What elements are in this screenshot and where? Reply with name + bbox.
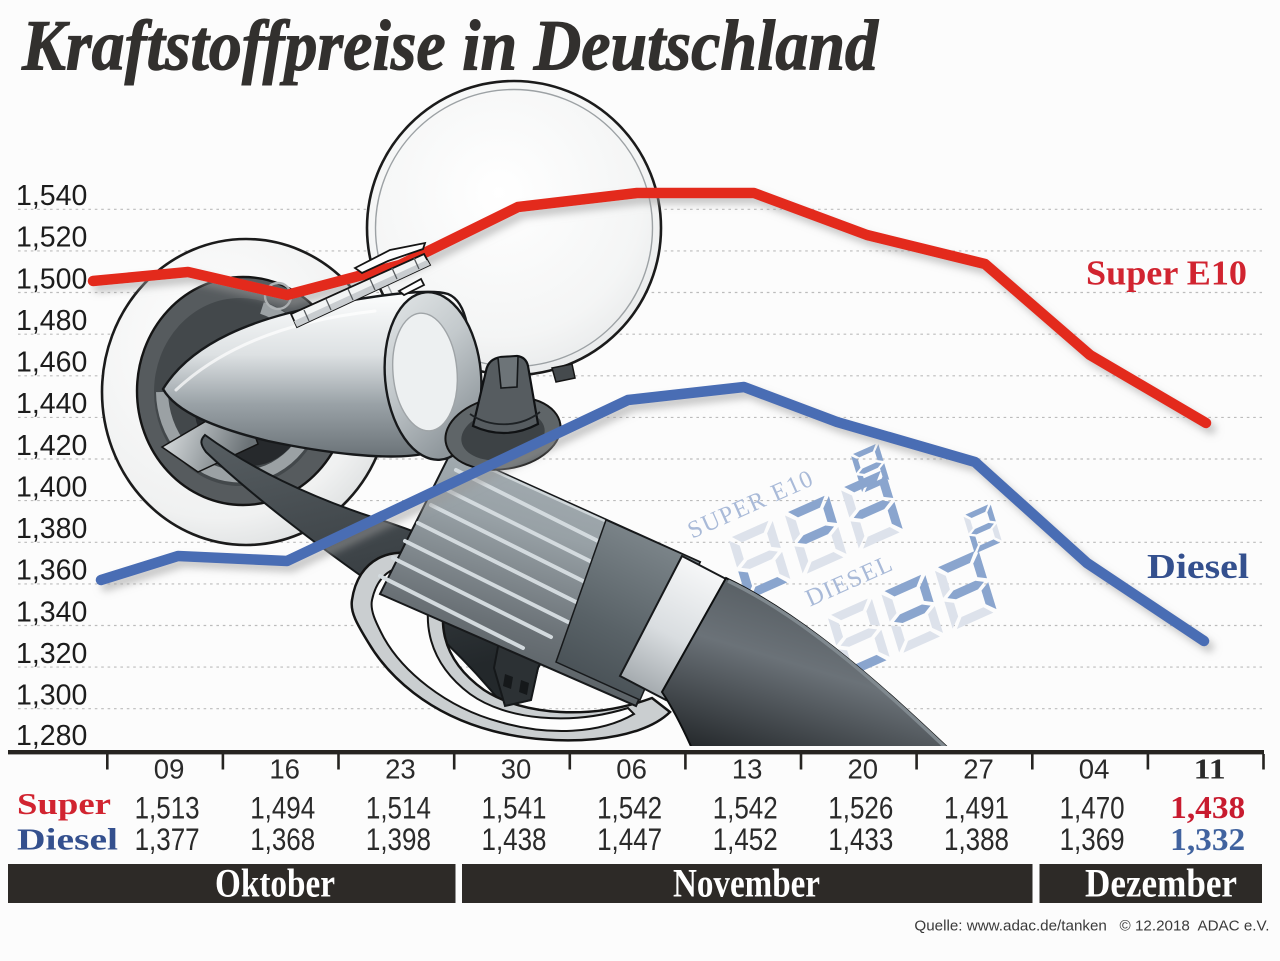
- svg-text:1,420: 1,420: [16, 430, 87, 462]
- svg-text:Dezember: Dezember: [1085, 861, 1237, 906]
- svg-text:November: November: [673, 861, 820, 906]
- svg-text:1,480: 1,480: [16, 305, 87, 337]
- svg-text:1,438: 1,438: [1170, 790, 1245, 825]
- svg-text:1,377: 1,377: [135, 821, 200, 857]
- svg-text:1,400: 1,400: [16, 471, 87, 503]
- svg-text:1,368: 1,368: [250, 821, 315, 857]
- svg-text:06: 06: [616, 754, 647, 785]
- svg-text:Kraftstoffpreise in Deutschlan: Kraftstoffpreise in Deutschland: [21, 6, 879, 86]
- svg-text:23: 23: [385, 754, 416, 785]
- svg-text:Super: Super: [17, 786, 111, 821]
- svg-text:1,494: 1,494: [250, 790, 315, 826]
- svg-text:1,513: 1,513: [135, 790, 200, 826]
- svg-text:30: 30: [501, 754, 532, 785]
- svg-text:1,398: 1,398: [366, 821, 431, 857]
- svg-text:1,369: 1,369: [1060, 821, 1125, 857]
- svg-text:1,280: 1,280: [16, 720, 87, 752]
- svg-text:1,514: 1,514: [366, 790, 431, 826]
- svg-text:1,470: 1,470: [1060, 790, 1125, 826]
- svg-text:Super E10: Super E10: [1086, 254, 1247, 293]
- svg-text:1,300: 1,300: [16, 680, 87, 712]
- svg-text:Quelle: www.adac.de/tanken ©: Quelle: www.adac.de/tanken © 12.2018 ADA…: [914, 918, 1269, 935]
- svg-text:1,491: 1,491: [944, 790, 1009, 826]
- svg-text:1,542: 1,542: [597, 790, 662, 826]
- svg-text:1,440: 1,440: [16, 388, 87, 420]
- svg-text:1,332: 1,332: [1170, 822, 1245, 857]
- svg-text:1,438: 1,438: [482, 821, 547, 857]
- svg-text:11: 11: [1194, 754, 1226, 786]
- svg-text:Oktober: Oktober: [215, 861, 335, 906]
- svg-text:1,320: 1,320: [16, 638, 87, 670]
- svg-text:1,452: 1,452: [713, 821, 778, 857]
- svg-text:04: 04: [1079, 754, 1110, 785]
- svg-text:09: 09: [154, 754, 185, 785]
- svg-text:1,447: 1,447: [597, 821, 662, 857]
- svg-text:1,500: 1,500: [16, 263, 87, 295]
- svg-text:1,380: 1,380: [16, 513, 87, 545]
- svg-text:1,541: 1,541: [482, 790, 547, 826]
- svg-text:1,520: 1,520: [16, 222, 87, 254]
- svg-text:20: 20: [848, 754, 879, 785]
- svg-text:1,542: 1,542: [713, 790, 778, 826]
- svg-text:1,433: 1,433: [828, 821, 893, 857]
- svg-text:1,540: 1,540: [16, 180, 87, 212]
- svg-text:13: 13: [732, 754, 763, 785]
- svg-text:1,340: 1,340: [16, 596, 87, 628]
- svg-text:1,526: 1,526: [828, 790, 893, 826]
- svg-text:1,360: 1,360: [16, 555, 87, 587]
- svg-text:27: 27: [963, 754, 994, 785]
- svg-text:Diesel: Diesel: [17, 822, 118, 857]
- svg-text:Diesel: Diesel: [1147, 547, 1249, 586]
- svg-text:1,388: 1,388: [944, 821, 1009, 857]
- svg-text:1,460: 1,460: [16, 347, 87, 379]
- svg-text:16: 16: [269, 754, 300, 785]
